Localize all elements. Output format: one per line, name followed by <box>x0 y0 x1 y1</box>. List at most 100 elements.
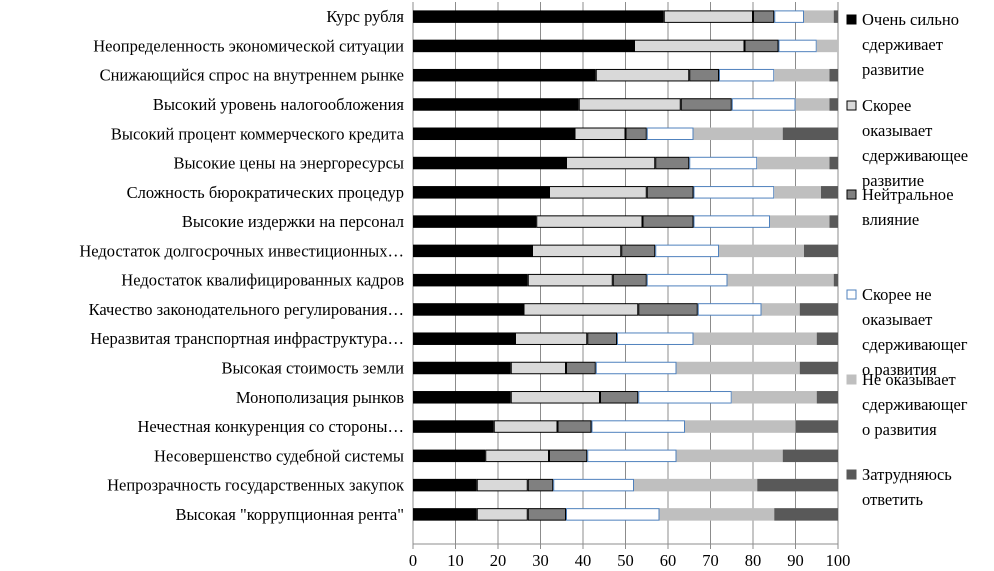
x-tick-label: 20 <box>490 551 507 570</box>
bar-series-4-row-3 <box>719 68 775 82</box>
bar-series-4-row-17 <box>553 478 634 492</box>
x-tick-label: 30 <box>532 551 549 570</box>
bar-series-3-row-13 <box>566 361 596 375</box>
x-tick-label: 60 <box>660 551 677 570</box>
x-tick-label: 80 <box>745 551 762 570</box>
category-label: Недостаток квалифицированных кадров <box>121 271 404 290</box>
legend-swatch-5 <box>846 374 857 385</box>
bar-series-5-row-4 <box>795 98 830 111</box>
x-tick-label: 40 <box>575 551 592 570</box>
bar-series-5-row-18 <box>659 508 775 521</box>
bar-series-3-row-14 <box>600 391 639 404</box>
bar-series-4-row-16 <box>587 449 677 463</box>
bar-series-6-row-5 <box>782 127 838 141</box>
bar-series-3-row-8 <box>642 215 694 228</box>
bar-series-2-row-16 <box>485 449 549 463</box>
category-label: Несовершенство судебной системы <box>154 446 404 465</box>
bar-series-6-row-9 <box>804 244 838 258</box>
x-tick-label: 0 <box>409 551 417 570</box>
bar-series-2-row-10 <box>527 273 613 287</box>
bar-series-4-row-2 <box>778 39 817 53</box>
legend: Очень сильно сдерживает развитие Скорее оказ… <box>846 10 968 509</box>
category-label: Высокая стоимость земли <box>222 359 405 378</box>
bar-series-5-row-10 <box>727 273 834 287</box>
bar-series-1-row-7 <box>413 186 549 199</box>
category-label: Высокий уровень налогообложения <box>153 95 405 114</box>
bar-series-5-row-11 <box>761 303 800 316</box>
bar-series-1-row-17 <box>413 478 477 492</box>
bars <box>413 10 838 521</box>
bar-series-5-row-3 <box>774 68 830 82</box>
bar-series-2-row-4 <box>578 98 681 111</box>
category-label: Снижающийся спрос на внутреннем рынке <box>100 66 404 85</box>
bar-series-5-row-7 <box>774 186 821 199</box>
x-tick-label: 100 <box>826 551 851 570</box>
bar-series-2-row-8 <box>536 215 643 228</box>
legend-swatch-2 <box>846 100 857 111</box>
bar-series-4-row-11 <box>697 303 762 316</box>
bar-series-5-row-14 <box>731 391 817 404</box>
bar-series-5-row-16 <box>676 449 783 463</box>
bar-series-2-row-5 <box>574 127 626 141</box>
bar-series-1-row-16 <box>413 449 486 463</box>
bar-series-2-row-11 <box>523 303 639 316</box>
bar-series-4-row-18 <box>566 508 660 521</box>
category-label: Качество законодательного регулирования… <box>89 300 404 319</box>
bar-series-2-row-9 <box>532 244 622 258</box>
bar-series-4-row-12 <box>617 332 694 345</box>
bar-series-2-row-15 <box>493 420 558 433</box>
legend-swatch-3 <box>846 189 857 200</box>
bar-series-2-row-18 <box>476 508 528 521</box>
bar-series-1-row-8 <box>413 215 537 228</box>
bar-series-6-row-7 <box>821 186 838 199</box>
category-label: Монополизация рынков <box>236 388 404 407</box>
bar-series-4-row-14 <box>638 391 732 404</box>
bar-series-3-row-5 <box>625 127 647 141</box>
bar-series-5-row-8 <box>770 215 830 228</box>
category-label: Высокие цены на энергоресурсы <box>173 154 404 173</box>
bar-series-1-row-10 <box>413 273 528 287</box>
category-label: Недостаток долгосрочных инвестиционных… <box>79 241 404 260</box>
bar-series-2-row-12 <box>515 332 588 345</box>
bar-series-1-row-5 <box>413 127 575 141</box>
bar-series-3-row-4 <box>680 98 732 111</box>
x-tick-label: 10 <box>447 551 464 570</box>
bar-series-6-row-15 <box>795 420 838 433</box>
bar-series-4-row-10 <box>646 273 728 287</box>
bar-series-2-row-14 <box>510 391 600 404</box>
bar-series-2-row-1 <box>663 10 753 23</box>
bar-series-5-row-2 <box>816 39 838 53</box>
bar-series-4-row-7 <box>693 186 775 199</box>
category-label: Неопределенность экономической ситуации <box>93 36 404 55</box>
legend-label-6: Затрудняюсь ответить <box>862 465 952 509</box>
bar-series-3-row-1 <box>753 10 775 23</box>
bar-series-4-row-9 <box>655 244 719 258</box>
bar-series-3-row-16 <box>549 449 588 463</box>
bar-series-6-row-13 <box>799 361 838 375</box>
bar-series-1-row-12 <box>413 332 515 345</box>
category-label: Курс рубля <box>326 7 404 26</box>
bar-series-6-row-18 <box>774 508 838 521</box>
bar-series-3-row-18 <box>527 508 566 521</box>
bar-series-1-row-4 <box>413 98 579 111</box>
bar-series-6-row-17 <box>757 478 838 492</box>
bar-series-1-row-18 <box>413 508 477 521</box>
bar-series-2-row-7 <box>549 186 647 199</box>
x-tick-label: 50 <box>617 551 634 570</box>
bar-series-6-row-14 <box>816 391 838 404</box>
legend-swatch-4 <box>846 289 857 300</box>
bar-series-3-row-7 <box>646 186 694 199</box>
legend-label-5: Не оказывает сдерживающег о развития <box>862 370 968 439</box>
bar-series-4-row-13 <box>595 361 677 375</box>
bar-series-6-row-11 <box>799 303 838 316</box>
bar-series-4-row-5 <box>646 127 694 141</box>
bar-series-1-row-15 <box>413 420 494 433</box>
bar-series-3-row-15 <box>557 420 592 433</box>
bar-series-2-row-13 <box>510 361 566 375</box>
bar-series-2-row-17 <box>476 478 528 492</box>
bar-series-4-row-15 <box>591 420 685 433</box>
bar-series-6-row-3 <box>829 68 838 82</box>
bar-series-4-row-8 <box>693 215 770 228</box>
bar-series-1-row-3 <box>413 68 596 82</box>
bar-series-3-row-10 <box>612 273 647 287</box>
